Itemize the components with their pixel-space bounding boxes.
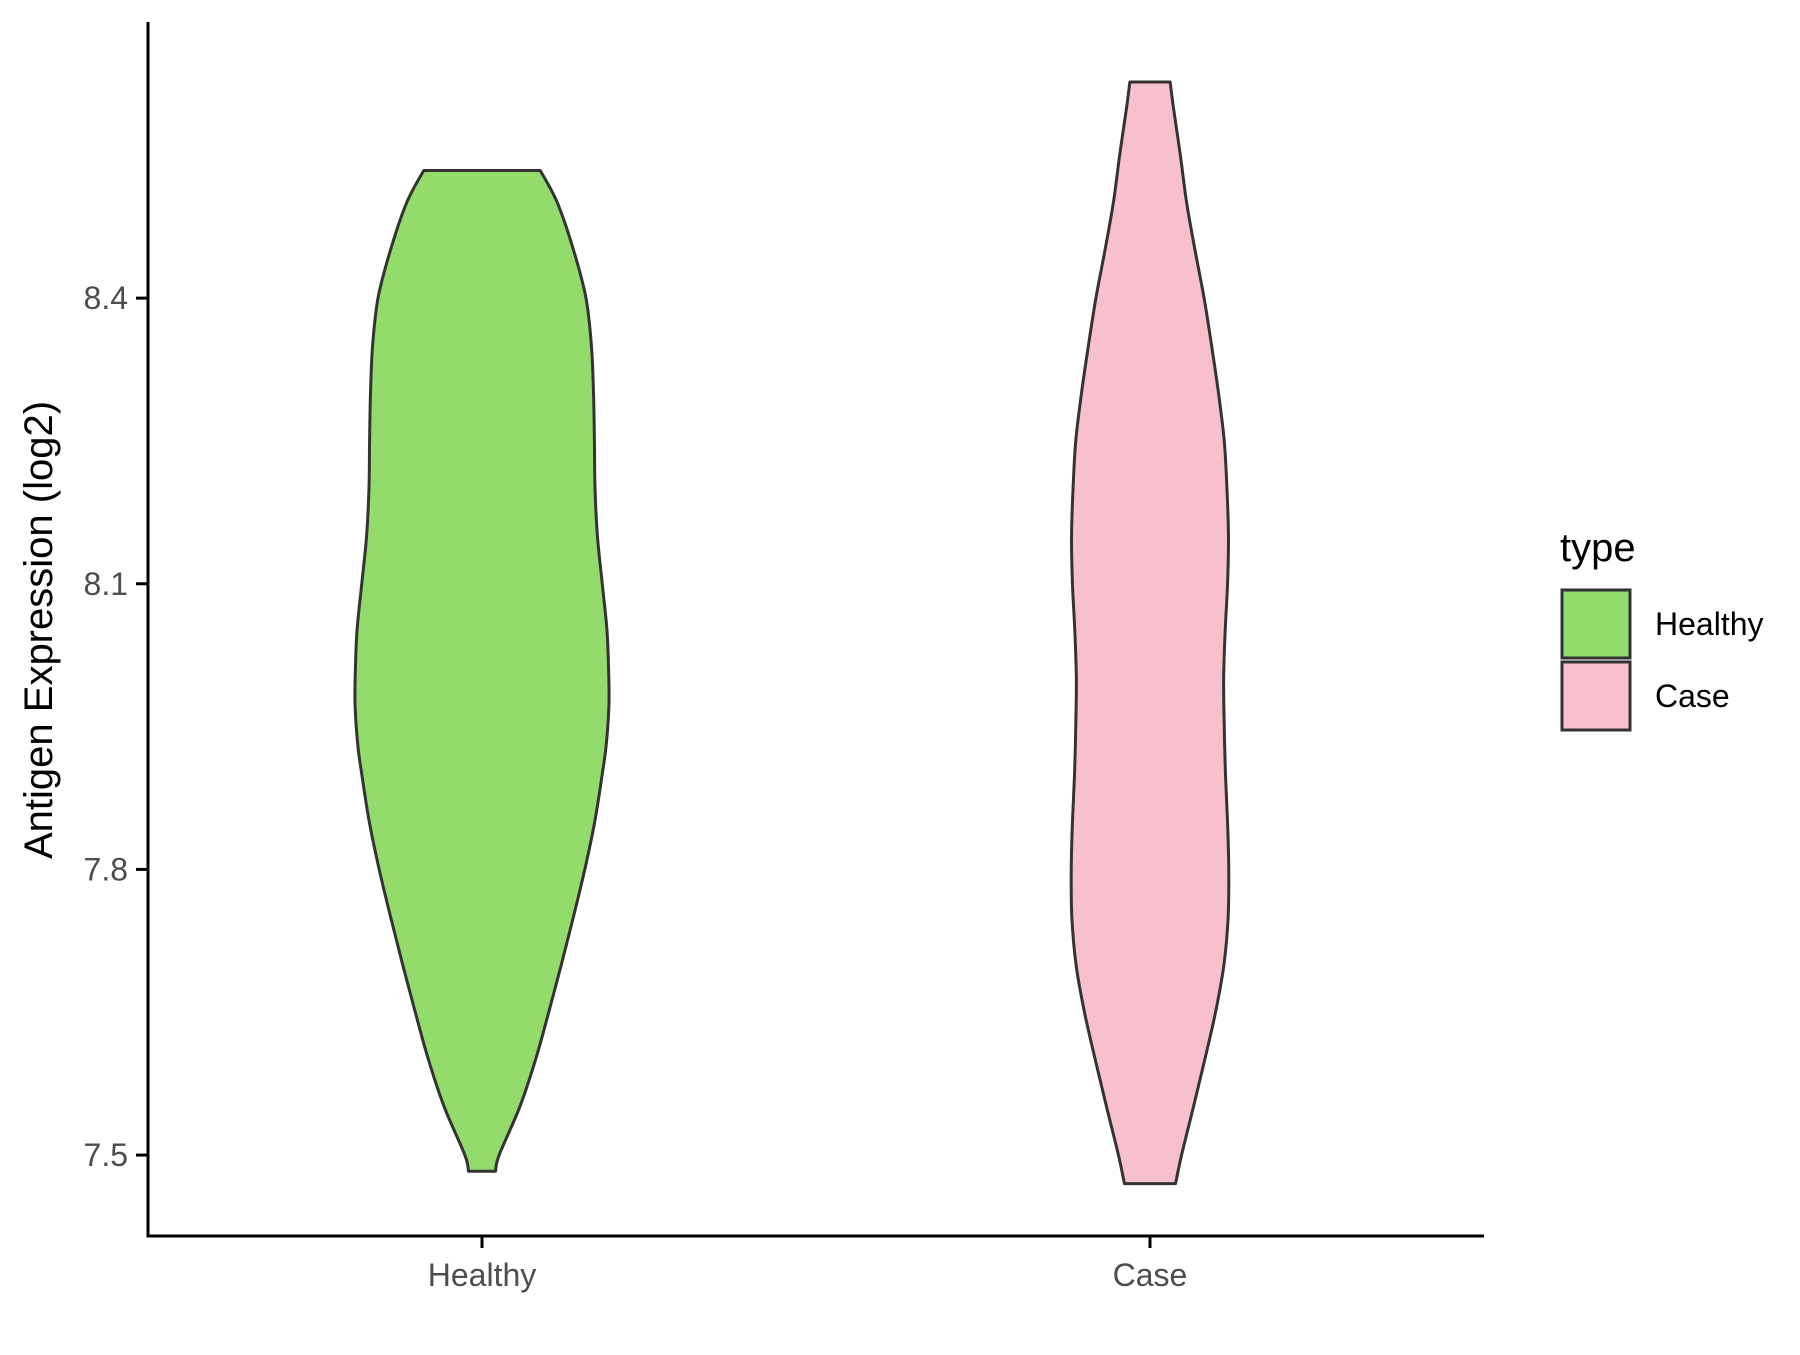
- y-axis-title: Antigen Expression (log2): [17, 401, 61, 859]
- legend-label-case: Case: [1655, 678, 1730, 714]
- x-tick-label: Case: [1113, 1257, 1188, 1293]
- plot-area: [353, 80, 1231, 1186]
- legend-title: type: [1560, 526, 1636, 570]
- axes: 7.5 7.8 8.1 8.4 Healthy Case: [84, 22, 1484, 1293]
- violin-healthy: [353, 169, 611, 1173]
- legend-key-case: [1560, 660, 1632, 732]
- legend-key-healthy: [1560, 588, 1632, 660]
- y-tick-label: 8.4: [84, 280, 128, 316]
- x-tick-label: Healthy: [428, 1257, 537, 1293]
- legend-label-healthy: Healthy: [1655, 606, 1764, 642]
- y-tick-label: 7.5: [84, 1137, 128, 1173]
- violin-case: [1069, 80, 1231, 1186]
- y-tick-label: 7.8: [84, 851, 128, 887]
- legend: type Healthy Case: [1560, 526, 1764, 732]
- y-tick-label: 8.1: [84, 566, 128, 602]
